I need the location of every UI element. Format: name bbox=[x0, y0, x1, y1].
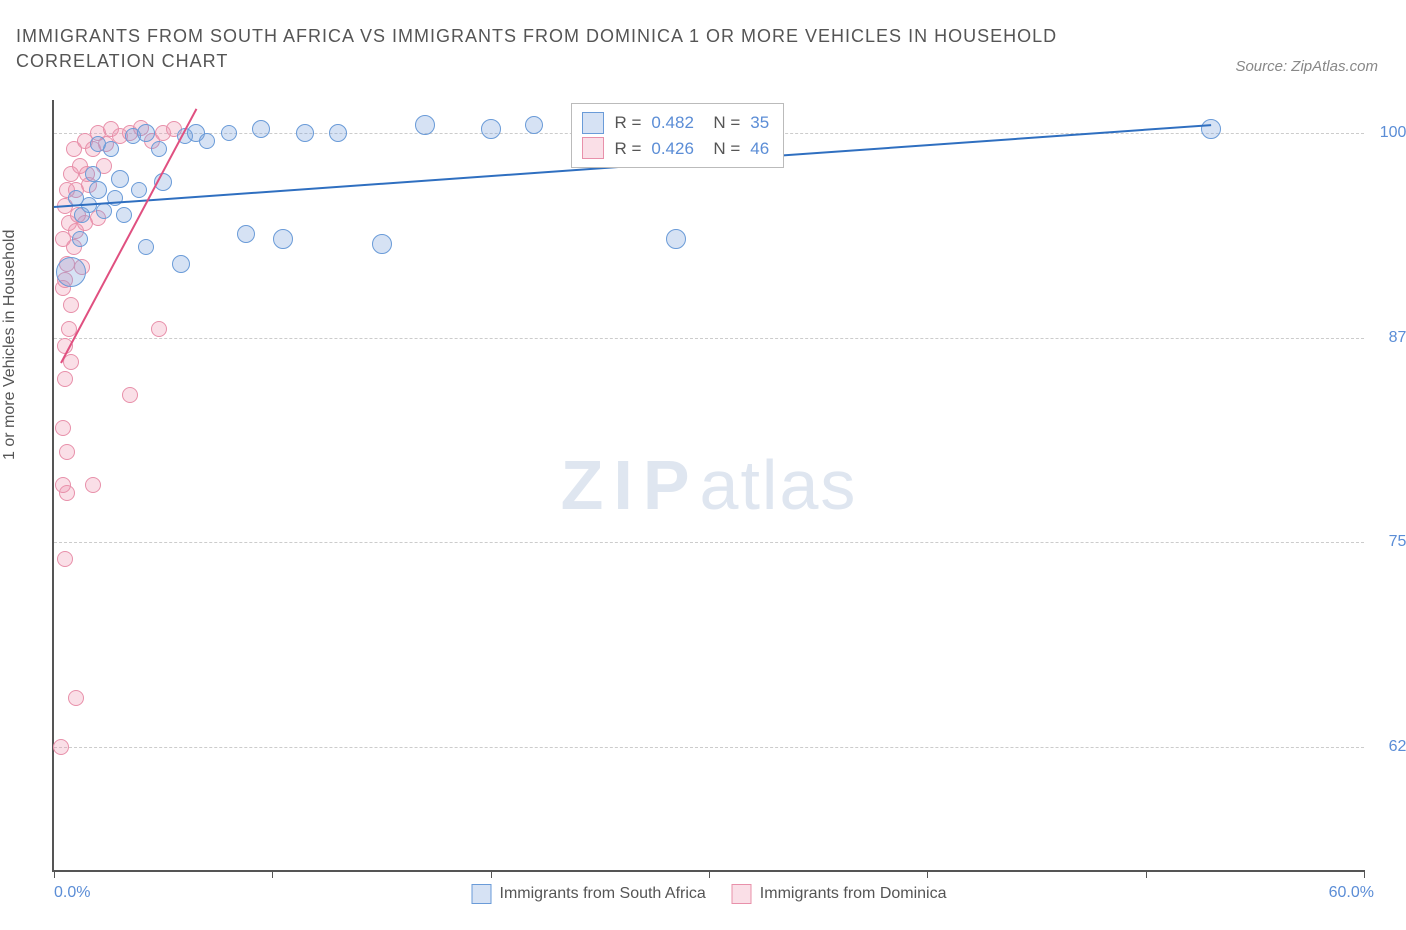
data-point bbox=[96, 203, 112, 219]
legend-label-dominica: Immigrants from Dominica bbox=[760, 885, 947, 903]
y-tick-label: 87.5% bbox=[1374, 329, 1406, 347]
x-tick bbox=[272, 870, 273, 878]
stats-n-value: 35 bbox=[750, 110, 769, 136]
x-tick bbox=[1364, 870, 1365, 878]
data-point bbox=[116, 207, 132, 223]
data-point bbox=[68, 690, 84, 706]
data-point bbox=[89, 181, 107, 199]
legend-item-south-africa: Immigrants from South Africa bbox=[472, 884, 706, 904]
data-point bbox=[111, 170, 129, 188]
data-point bbox=[666, 229, 686, 249]
data-point bbox=[151, 321, 167, 337]
stats-legend-box: R = 0.482 N = 35 R = 0.426 N = 46 bbox=[571, 103, 784, 168]
data-point bbox=[372, 234, 392, 254]
stats-n-label: N = bbox=[704, 136, 740, 162]
data-point bbox=[481, 119, 501, 139]
legend-swatch-south-africa bbox=[472, 884, 492, 904]
data-point bbox=[172, 255, 190, 273]
data-point bbox=[53, 739, 69, 755]
x-tick bbox=[491, 870, 492, 878]
chart-title: IMMIGRANTS FROM SOUTH AFRICA VS IMMIGRAN… bbox=[16, 24, 1116, 74]
data-point bbox=[138, 239, 154, 255]
gridline bbox=[54, 747, 1364, 748]
x-tick bbox=[54, 870, 55, 878]
plot-area: ZIPatlas 100.0%87.5%75.0%62.5% R =0.482 … bbox=[52, 100, 1364, 872]
stats-r-label: R = bbox=[614, 136, 641, 162]
data-point bbox=[1201, 119, 1221, 139]
stats-n-label: N = bbox=[704, 110, 740, 136]
bottom-legend: Immigrants from South Africa Immigrants … bbox=[472, 884, 947, 904]
data-point bbox=[57, 551, 73, 567]
data-point bbox=[329, 124, 347, 142]
x-tick bbox=[927, 870, 928, 878]
data-point bbox=[56, 257, 86, 287]
x-max-label: 60.0% bbox=[1329, 884, 1374, 902]
watermark-rest: atlas bbox=[700, 446, 858, 524]
data-point bbox=[72, 231, 88, 247]
data-point bbox=[525, 116, 543, 134]
data-point bbox=[137, 124, 155, 142]
source-attribution: Source: ZipAtlas.com bbox=[1235, 58, 1378, 75]
data-point bbox=[296, 124, 314, 142]
stats-r-label: R = bbox=[614, 110, 641, 136]
data-point bbox=[122, 387, 138, 403]
y-tick-label: 62.5% bbox=[1374, 738, 1406, 756]
chart-container: IMMIGRANTS FROM SOUTH AFRICA VS IMMIGRAN… bbox=[0, 0, 1406, 930]
data-point bbox=[85, 166, 101, 182]
data-point bbox=[131, 182, 147, 198]
y-tick-label: 75.0% bbox=[1374, 533, 1406, 551]
stats-row: R = 0.482 N = 35 bbox=[582, 110, 769, 136]
x-tick bbox=[1146, 870, 1147, 878]
stats-row: R = 0.426 N = 46 bbox=[582, 136, 769, 162]
data-point bbox=[415, 115, 435, 135]
x-tick bbox=[709, 870, 710, 878]
data-point bbox=[151, 141, 167, 157]
data-point bbox=[63, 297, 79, 313]
stats-r-value: 0.426 bbox=[651, 136, 694, 162]
title-row: IMMIGRANTS FROM SOUTH AFRICA VS IMMIGRAN… bbox=[16, 24, 1386, 74]
watermark-bold: ZIP bbox=[561, 446, 700, 524]
gridline bbox=[54, 338, 1364, 339]
data-point bbox=[55, 420, 71, 436]
legend-swatch-dominica bbox=[732, 884, 752, 904]
data-point bbox=[55, 477, 71, 493]
data-point bbox=[221, 125, 237, 141]
data-point bbox=[90, 136, 106, 152]
y-axis-label: 1 or more Vehicles in Household bbox=[1, 230, 19, 460]
watermark: ZIPatlas bbox=[561, 445, 858, 525]
data-point bbox=[63, 354, 79, 370]
stats-swatch bbox=[582, 112, 604, 134]
data-point bbox=[59, 444, 75, 460]
x-min-label: 0.0% bbox=[54, 884, 90, 902]
data-point bbox=[57, 371, 73, 387]
legend-item-dominica: Immigrants from Dominica bbox=[732, 884, 947, 904]
data-point bbox=[199, 133, 215, 149]
stats-n-value: 46 bbox=[750, 136, 769, 162]
data-point bbox=[273, 229, 293, 249]
data-point bbox=[252, 120, 270, 138]
stats-r-value: 0.482 bbox=[651, 110, 694, 136]
data-point bbox=[85, 477, 101, 493]
legend-label-south-africa: Immigrants from South Africa bbox=[500, 885, 706, 903]
y-tick-label: 100.0% bbox=[1374, 124, 1406, 142]
gridline bbox=[54, 542, 1364, 543]
data-point bbox=[237, 225, 255, 243]
stats-swatch bbox=[582, 137, 604, 159]
